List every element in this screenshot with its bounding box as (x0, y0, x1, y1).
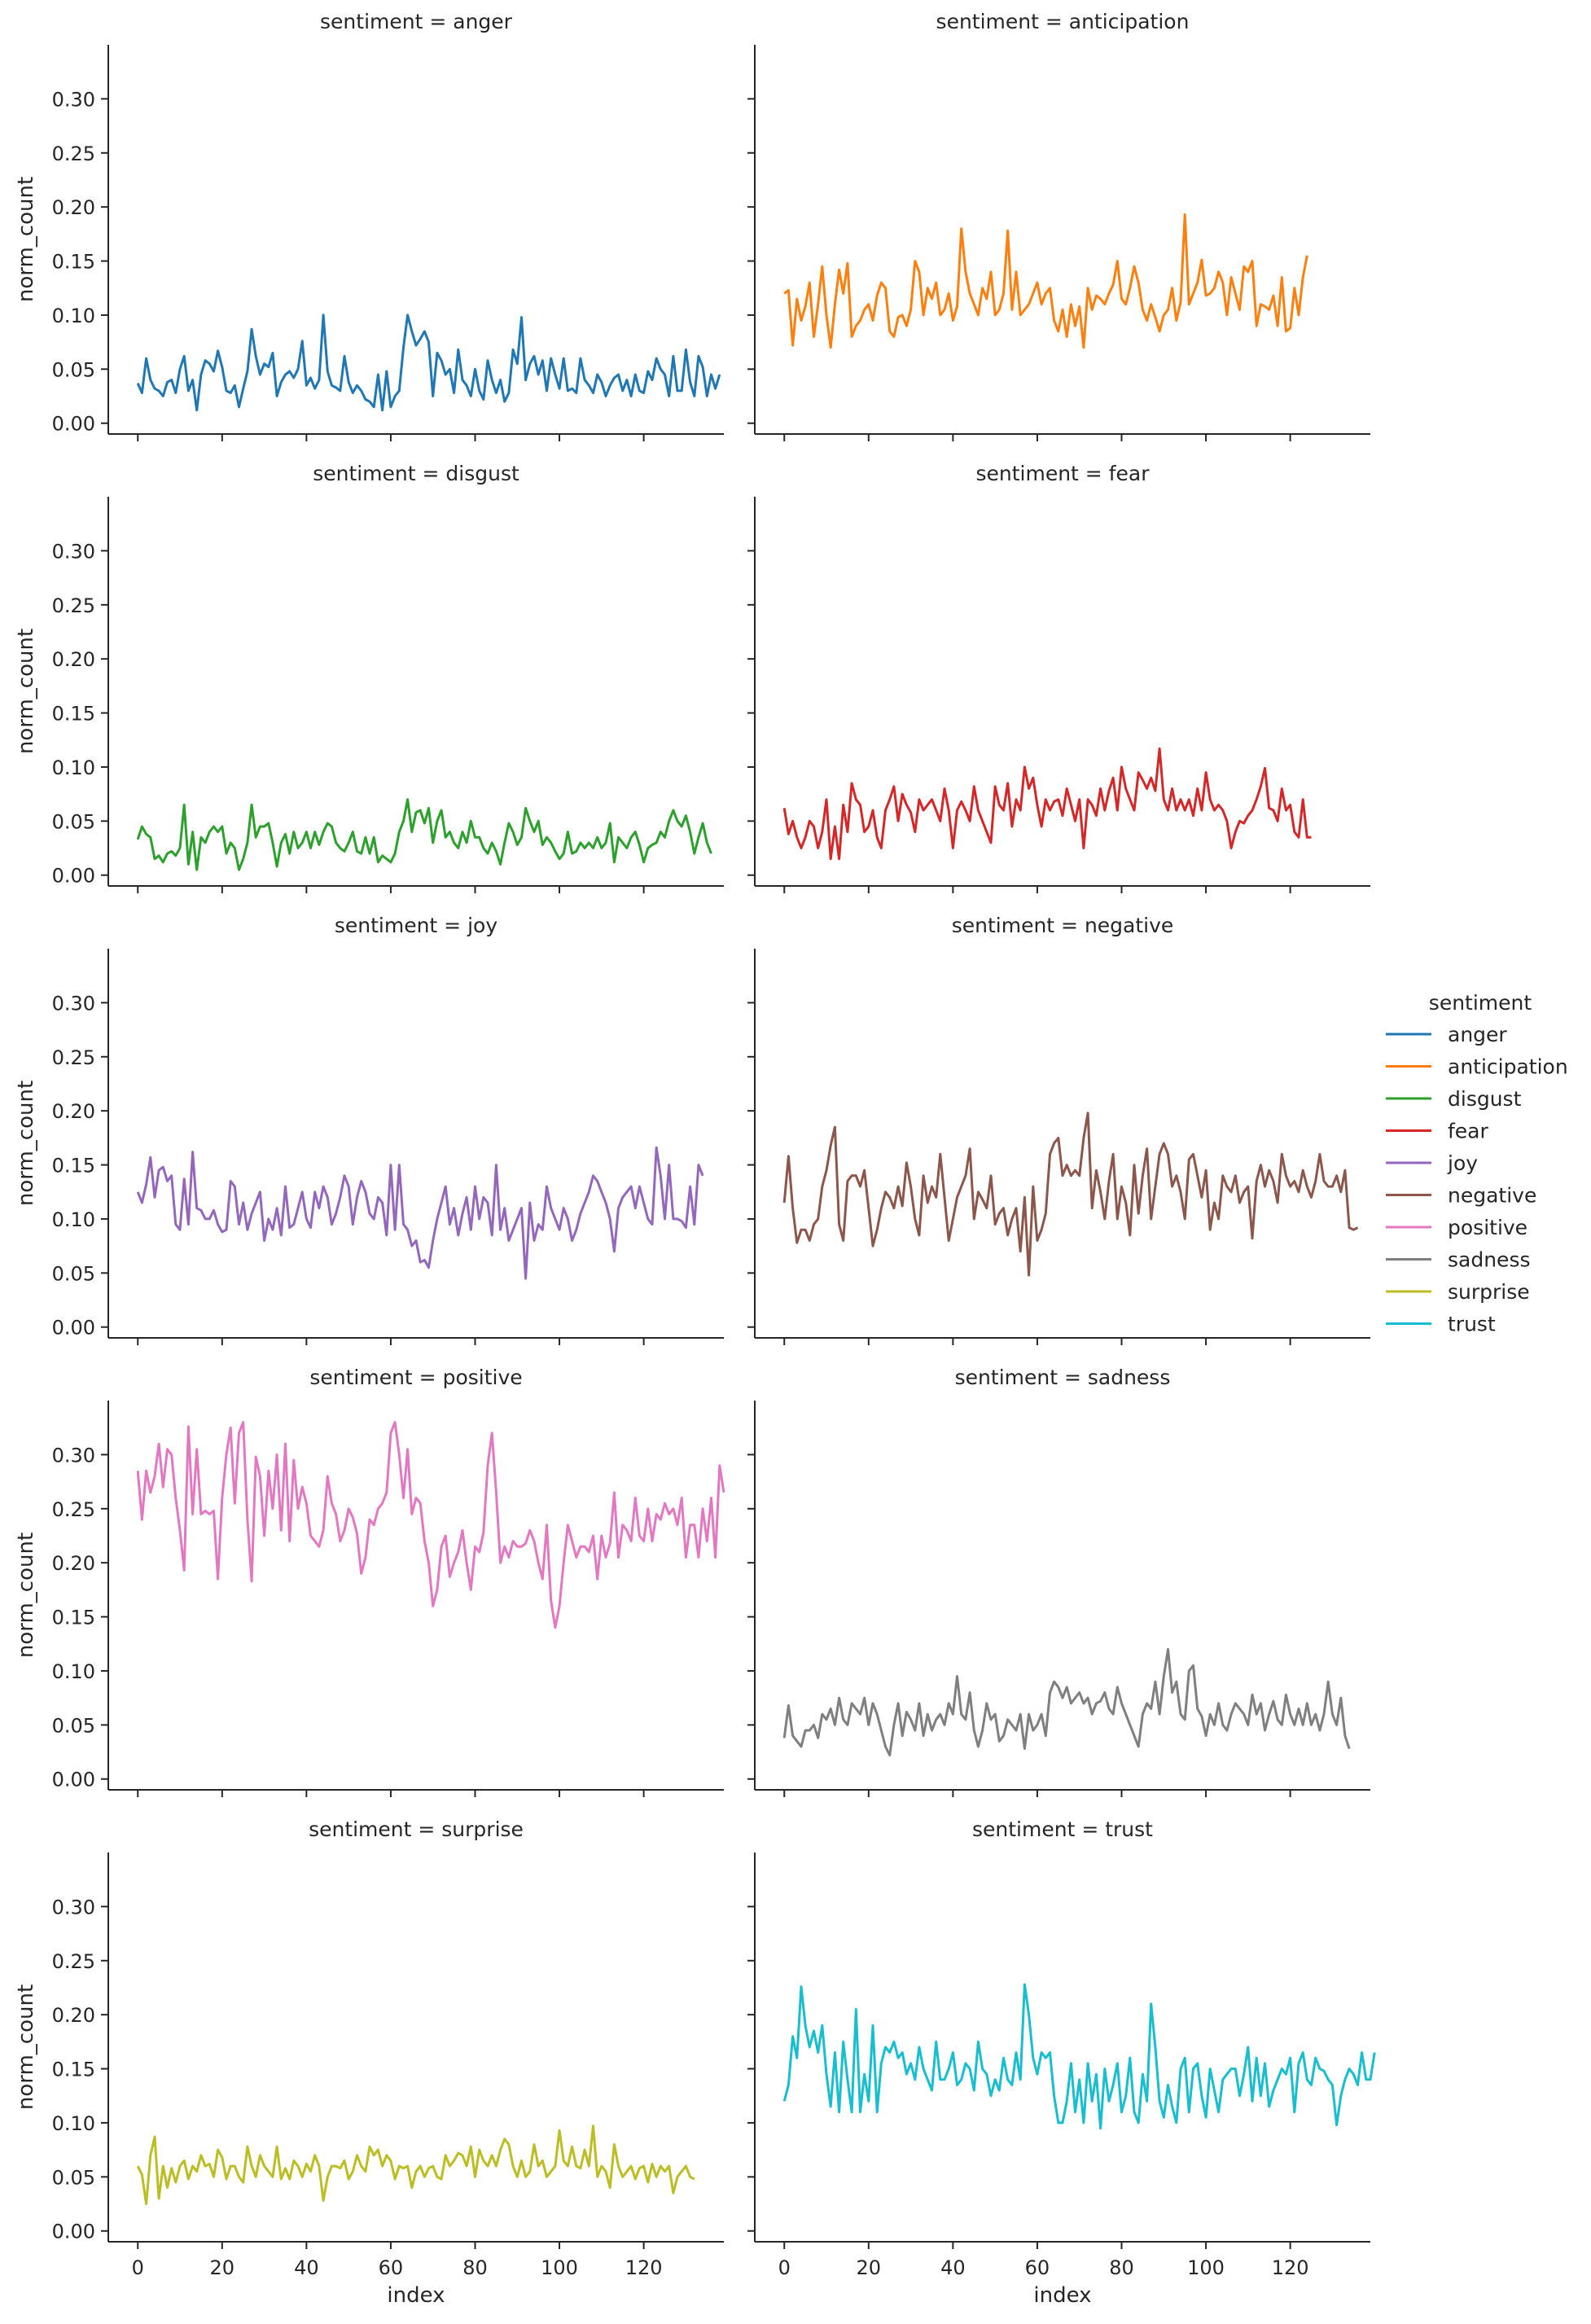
series-line-trust (782, 1983, 1376, 2130)
facet-panel-sadness: sentiment = sadness (747, 1366, 1370, 1797)
y-axis-label: norm_count (14, 177, 38, 302)
series-line-negative (782, 1112, 1359, 1277)
x-tick-label: 120 (625, 2256, 663, 2279)
y-tick-label: 0.10 (52, 1208, 95, 1231)
y-tick-label: 0.15 (52, 1155, 95, 1177)
legend-label-anger: anger (1448, 1023, 1507, 1046)
series-line-sadness (782, 1647, 1351, 1756)
series-line-joy (136, 1146, 704, 1280)
y-tick-label: 0.05 (52, 810, 95, 833)
y-tick-label: 0.30 (52, 88, 95, 111)
legend: sentiment anger anticipation disgust fear joy… (1386, 991, 1568, 1336)
facet-panel-anticipation: sentiment = anticipation (747, 10, 1370, 441)
y-tick-label: 0.10 (52, 305, 95, 327)
y-axis-label: norm_count (14, 1081, 38, 1206)
y-tick-label: 0.00 (52, 1317, 95, 1340)
facet-title-joy: sentiment = joy (335, 914, 497, 937)
facet-panel-fear: sentiment = fear (747, 462, 1370, 893)
legend-label-fear: fear (1448, 1120, 1489, 1143)
legend-label-negative: negative (1448, 1184, 1536, 1208)
x-tick-label: 40 (940, 2256, 966, 2279)
facet-title-anticipation: sentiment = anticipation (936, 10, 1190, 33)
legend-label-surprise: surprise (1448, 1280, 1530, 1304)
x-tick-label: 60 (1025, 2256, 1050, 2279)
facet-title-disgust: sentiment = disgust (313, 462, 519, 485)
y-tick-label: 0.20 (52, 1552, 95, 1575)
legend-label-anticipation: anticipation (1448, 1055, 1568, 1079)
y-tick-label: 0.30 (52, 540, 95, 563)
y-tick-label: 0.15 (52, 703, 95, 726)
y-tick-label: 0.05 (52, 358, 95, 381)
y-axis-label: norm_count (14, 629, 38, 754)
facet-panel-trust: sentiment = trust 0 20 40 60 80 100 120 index (747, 1818, 1376, 2308)
y-tick-label: 0.30 (52, 1896, 95, 1918)
y-tick-label: 0.20 (52, 2004, 95, 2027)
legend-label-positive: positive (1448, 1216, 1527, 1239)
y-tick-label: 0.20 (52, 196, 95, 219)
legend-label-disgust: disgust (1448, 1087, 1522, 1111)
y-tick-label: 0.15 (52, 2059, 95, 2081)
y-tick-label: 0.05 (52, 1262, 95, 1285)
facet-panel-positive: sentiment = positive 0.00 0.05 0.10 0.15 0.20… (14, 1366, 725, 1797)
facet-title-positive: sentiment = positive (309, 1366, 522, 1389)
facet-title-anger: sentiment = anger (320, 10, 513, 33)
series-line-positive (136, 1421, 725, 1629)
x-tick-label: 0 (132, 2256, 144, 2279)
x-tick-label: 100 (1187, 2256, 1225, 2279)
x-axis-label: index (1033, 2283, 1091, 2308)
y-tick-label: 0.20 (52, 648, 95, 671)
y-tick-label: 0.00 (52, 2221, 95, 2243)
series-line-disgust (136, 798, 712, 871)
facet-panel-anger: sentiment = anger 0.00 0.05 0.10 0.15 0.20 0.2… (14, 10, 724, 441)
y-tick-label: 0.25 (52, 594, 95, 617)
facet-title-fear: sentiment = fear (975, 462, 1150, 485)
x-tick-label: 60 (379, 2256, 404, 2279)
facet-panel-joy: sentiment = joy 0.00 0.05 0.10 0.15 0.20 0.25 0… (14, 914, 724, 1345)
x-tick-label: 80 (1109, 2256, 1134, 2279)
y-tick-label: 0.20 (52, 1100, 95, 1123)
y-tick-label: 0.25 (52, 1950, 95, 1973)
legend-label-sadness: sadness (1448, 1248, 1531, 1272)
x-tick-label: 80 (462, 2256, 488, 2279)
legend-title: sentiment (1429, 991, 1532, 1015)
y-tick-label: 0.25 (52, 1046, 95, 1069)
y-tick-label: 0.00 (52, 413, 95, 436)
y-tick-label: 0.30 (52, 1444, 95, 1467)
series-line-anticipation (783, 213, 1308, 349)
y-tick-label: 0.00 (52, 865, 95, 888)
y-axis-label: norm_count (14, 1533, 38, 1658)
y-tick-label: 0.05 (52, 1714, 95, 1737)
x-tick-label: 20 (857, 2256, 882, 2279)
y-tick-label: 0.15 (52, 1607, 95, 1629)
y-tick-label: 0.05 (52, 2166, 95, 2189)
y-tick-label: 0.30 (52, 992, 95, 1015)
y-tick-label: 0.10 (52, 756, 95, 779)
series-line-surprise (136, 2124, 695, 2205)
y-tick-label: 0.10 (52, 1660, 95, 1683)
y-tick-label: 0.25 (52, 1498, 95, 1521)
legend-label-trust: trust (1448, 1313, 1496, 1336)
x-tick-label: 100 (541, 2256, 578, 2279)
y-tick-label: 0.15 (52, 251, 95, 274)
series-line-anger (136, 314, 721, 412)
facet-panel-surprise: sentiment = surprise 0.00 0.05 0.10 0.15 0.20… (14, 1818, 724, 2308)
y-tick-label: 0.25 (52, 143, 95, 165)
x-axis-label: index (387, 2283, 445, 2308)
x-tick-label: 40 (294, 2256, 319, 2279)
legend-label-joy: joy (1447, 1151, 1478, 1175)
y-axis-label: norm_count (14, 1984, 38, 2110)
y-tick-label: 0.10 (52, 2112, 95, 2135)
x-tick-label: 20 (210, 2256, 235, 2279)
facet-panel-negative: sentiment = negative (747, 914, 1370, 1345)
x-tick-label: 0 (778, 2256, 791, 2279)
x-tick-label: 120 (1272, 2256, 1309, 2279)
facet-title-negative: sentiment = negative (952, 914, 1174, 937)
facet-panel-disgust: sentiment = disgust 0.00 0.05 0.10 0.15 0.20 0… (14, 462, 724, 893)
y-tick-label: 0.00 (52, 1769, 95, 1791)
facet-title-trust: sentiment = trust (972, 1818, 1153, 1841)
facet-title-sadness: sentiment = sadness (955, 1366, 1171, 1389)
facet-title-surprise: sentiment = surprise (309, 1818, 524, 1841)
series-line-fear (782, 747, 1312, 861)
